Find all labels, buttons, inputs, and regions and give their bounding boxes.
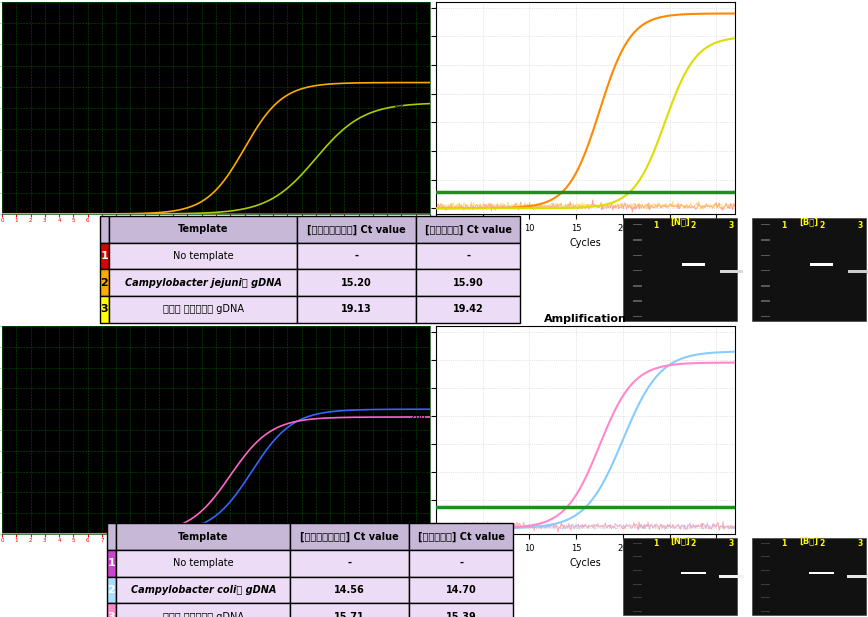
Text: 2: 2	[691, 221, 696, 230]
Bar	[761, 316, 770, 317]
Y-axis label: RFU: RFU	[395, 420, 404, 440]
Bar	[847, 576, 868, 578]
Bar	[761, 543, 770, 544]
Bar	[752, 539, 865, 615]
Bar	[761, 270, 770, 271]
Text: 2: 2	[819, 539, 825, 548]
Bar	[623, 218, 737, 321]
Bar	[849, 270, 868, 273]
X-axis label: Cycles: Cycles	[569, 238, 602, 248]
Text: 3: 3	[858, 221, 863, 230]
Text: [B사]: [B사]	[799, 536, 819, 545]
Y-axis label: RFU: RFU	[395, 98, 404, 118]
Bar	[761, 224, 770, 225]
Text: 3: 3	[729, 539, 734, 548]
Bar	[633, 239, 641, 241]
Text: 3: 3	[858, 539, 863, 548]
Bar	[809, 571, 834, 574]
Bar	[719, 576, 744, 578]
Bar	[811, 263, 833, 266]
Text: 1: 1	[653, 539, 658, 548]
Bar	[761, 611, 770, 612]
Bar	[633, 316, 641, 317]
Bar	[720, 270, 743, 273]
Text: 1: 1	[781, 539, 786, 548]
Title: Amplification: Amplification	[544, 314, 627, 324]
Bar	[633, 543, 641, 544]
Bar	[682, 263, 705, 266]
Bar	[633, 224, 641, 225]
Text: 1: 1	[653, 221, 658, 230]
Text: 2: 2	[691, 539, 696, 548]
Bar	[752, 218, 865, 321]
Text: 3: 3	[729, 221, 734, 230]
Text: 1: 1	[781, 221, 786, 230]
Bar	[761, 570, 770, 571]
X-axis label: Cycles: Cycles	[569, 558, 602, 568]
Bar	[633, 270, 641, 271]
Bar	[761, 239, 770, 241]
Bar	[633, 285, 641, 286]
Bar	[633, 300, 641, 302]
Bar	[633, 570, 641, 571]
Bar	[761, 255, 770, 256]
Bar	[761, 285, 770, 286]
Text: [N사]: [N사]	[670, 217, 690, 226]
Bar	[681, 571, 706, 574]
Bar	[761, 597, 770, 598]
X-axis label: Cycle: Cycle	[207, 545, 226, 550]
Text: [B사]: [B사]	[799, 217, 819, 226]
Bar	[633, 597, 641, 598]
Text: 2: 2	[819, 221, 825, 230]
Bar	[633, 611, 641, 612]
Bar	[633, 255, 641, 256]
Bar	[623, 539, 737, 615]
Bar	[761, 300, 770, 302]
X-axis label: Cycle: Cycle	[207, 225, 226, 231]
Text: [N사]: [N사]	[670, 536, 690, 545]
